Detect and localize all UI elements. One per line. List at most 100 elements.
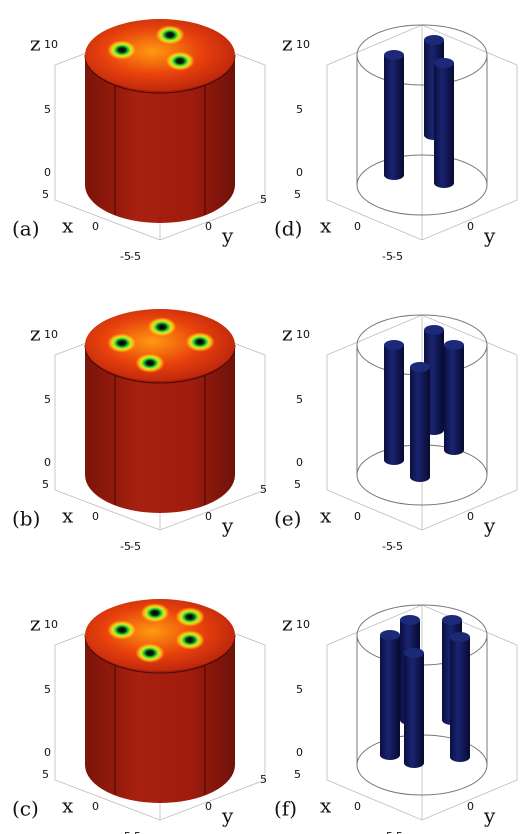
z-tick-label: 0 — [296, 456, 303, 469]
vortex — [147, 317, 177, 337]
x-tick-label: 5 — [42, 768, 49, 781]
y-tick-label: 0 — [205, 800, 212, 813]
y-tick-label: -5 — [130, 250, 141, 263]
y-tick-label: -5 — [130, 830, 141, 834]
tube-cap — [400, 615, 420, 625]
panel-label: (c) — [12, 797, 39, 821]
tube — [410, 367, 430, 482]
z-tick-label: 5 — [44, 103, 51, 116]
x-tick-label: 0 — [354, 220, 361, 233]
tube-cap — [380, 630, 400, 640]
z-tick-label: 10 — [296, 618, 310, 631]
tube-cap — [404, 648, 424, 658]
figure: z105050-5-505(a)xyz105050-5-505(b)xyz105… — [0, 0, 522, 834]
tube — [380, 635, 400, 760]
y-tick-label: -5 — [392, 540, 403, 553]
tube — [434, 63, 454, 188]
z-axis-label: z — [282, 612, 293, 636]
z-tick-label: 10 — [44, 38, 58, 51]
z-tick-label: 0 — [44, 166, 51, 179]
y-tick-label: -5 — [392, 250, 403, 263]
vortex — [107, 40, 137, 60]
z-tick-label: 5 — [44, 393, 51, 406]
vortex — [107, 333, 137, 353]
y-tick-label: 0 — [467, 510, 474, 523]
tube-cap — [384, 50, 404, 60]
tube-cap — [434, 58, 454, 68]
z-tick-label: 10 — [296, 38, 310, 51]
z-tick-label: 10 — [44, 328, 58, 341]
panel-label: (d) — [274, 217, 302, 241]
panel-label: (b) — [12, 507, 40, 531]
z-tick-label: 5 — [296, 103, 303, 116]
x-axis-label: x — [320, 794, 332, 818]
vortex — [140, 603, 170, 623]
tube — [404, 653, 424, 768]
tube-cap — [424, 35, 444, 45]
y-axis-label: y — [483, 224, 496, 248]
x-tick-label: 5 — [42, 188, 49, 201]
z-tick-label: 0 — [44, 456, 51, 469]
z-tick-label: 10 — [296, 328, 310, 341]
vortex — [175, 630, 205, 650]
y-tick-label: 0 — [467, 800, 474, 813]
y-tick-label: 5 — [260, 483, 267, 496]
tube-cap — [424, 325, 444, 335]
y-tick-label: 5 — [260, 193, 267, 206]
z-tick-label: 5 — [296, 683, 303, 696]
y-tick-label: 0 — [205, 220, 212, 233]
z-tick-label: 5 — [44, 683, 51, 696]
tube-cap — [450, 632, 470, 642]
vortex — [165, 51, 195, 71]
z-tick-label: 0 — [296, 746, 303, 759]
y-tick-label: -5 — [130, 540, 141, 553]
tube — [444, 345, 464, 455]
x-tick-label: 5 — [294, 478, 301, 491]
x-tick-label: 0 — [92, 510, 99, 523]
vortex — [135, 353, 165, 373]
tube-cap — [410, 362, 430, 372]
panel-label: (a) — [12, 217, 40, 241]
z-axis-label: z — [30, 612, 41, 636]
x-tick-label: 5 — [42, 478, 49, 491]
vortex — [107, 620, 137, 640]
z-tick-label: 0 — [44, 746, 51, 759]
panel-label: (f) — [274, 797, 297, 821]
vortex — [175, 607, 205, 627]
x-tick-label: 0 — [354, 510, 361, 523]
vortex — [185, 332, 215, 352]
z-tick-label: 10 — [44, 618, 58, 631]
x-axis-label: x — [62, 794, 74, 818]
x-axis-label: x — [62, 214, 74, 238]
x-axis-label: x — [320, 504, 332, 528]
z-axis-label: z — [30, 32, 41, 56]
y-axis-label: y — [483, 514, 496, 538]
y-axis-label: y — [221, 514, 234, 538]
y-tick-label: -5 — [392, 830, 403, 834]
tube — [450, 637, 470, 762]
tube — [384, 345, 404, 465]
panel-label: (e) — [274, 507, 301, 531]
z-tick-label: 5 — [296, 393, 303, 406]
tube-cap — [442, 615, 462, 625]
tube-cap — [384, 340, 404, 350]
vortex — [155, 25, 185, 45]
z-axis-label: z — [282, 322, 293, 346]
tube-cap — [444, 340, 464, 350]
y-tick-label: 0 — [205, 510, 212, 523]
x-tick-label: 0 — [92, 220, 99, 233]
x-axis-label: x — [62, 504, 74, 528]
x-axis-label: x — [320, 214, 332, 238]
z-axis-label: z — [30, 322, 41, 346]
vortex — [135, 643, 165, 663]
x-tick-label: 0 — [92, 800, 99, 813]
x-tick-label: 5 — [294, 768, 301, 781]
z-tick-label: 0 — [296, 166, 303, 179]
y-axis-label: y — [221, 224, 234, 248]
